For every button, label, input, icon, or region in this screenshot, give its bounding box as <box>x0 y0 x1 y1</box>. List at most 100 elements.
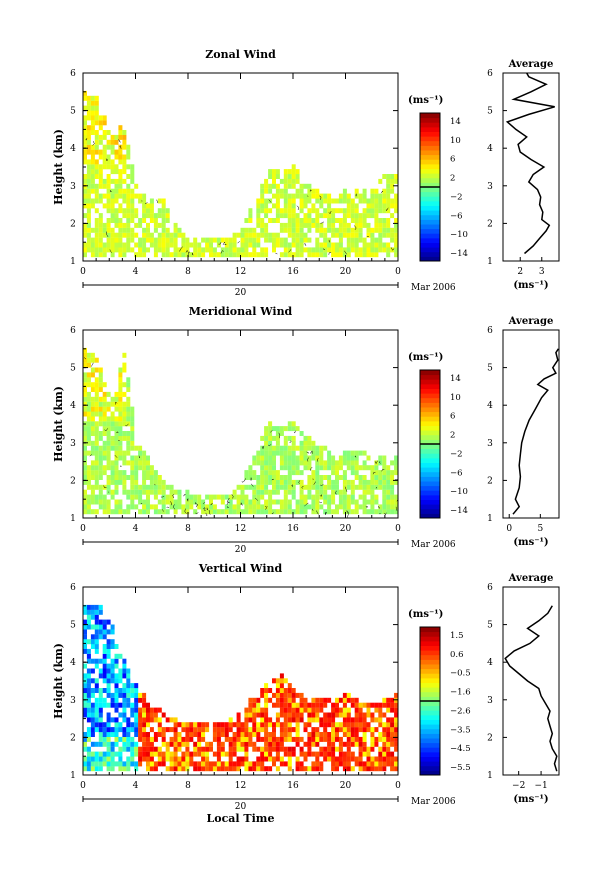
heatmap-cell <box>279 761 284 767</box>
heatmap-cell <box>232 751 237 757</box>
heatmap-cell <box>102 658 107 664</box>
heatmap-cell <box>122 382 127 388</box>
heatmap-cell <box>90 115 95 121</box>
heatmap-cell <box>307 707 312 713</box>
heatmap-cell <box>185 252 190 258</box>
heatmap-cell <box>272 465 276 471</box>
heatmap-cell <box>130 465 135 471</box>
heatmap-cell <box>382 732 387 737</box>
heatmap-cell <box>106 431 111 436</box>
heatmap-cell <box>307 746 312 752</box>
heatmap-cell <box>299 222 304 228</box>
heatmap-cell <box>287 736 292 742</box>
heatmap-cell <box>193 509 198 515</box>
heatmap-cell <box>319 203 324 209</box>
heatmap-cell <box>98 232 103 238</box>
heatmap-cell <box>90 203 95 209</box>
heatmap-cell <box>291 465 296 471</box>
heatmap-cell <box>386 707 391 713</box>
y-tick-label: 5 <box>70 364 76 374</box>
heatmap-cell <box>374 237 379 243</box>
heatmap-cell <box>354 252 359 258</box>
heatmap-cell <box>83 435 87 441</box>
heatmap-cell <box>102 193 107 199</box>
heatmap-cell <box>275 722 280 728</box>
heatmap-cell <box>142 707 147 713</box>
contour-segment <box>379 461 381 464</box>
heatmap-cell <box>142 717 147 723</box>
heatmap-cell <box>118 134 123 140</box>
heatmap-cell <box>366 509 371 515</box>
heatmap-cell <box>177 766 182 772</box>
heatmap-cell <box>86 411 91 417</box>
contour-segment <box>296 205 299 211</box>
heatmap-cell <box>335 198 339 204</box>
heatmap-cell <box>350 237 355 243</box>
heatmap-cell <box>354 247 359 253</box>
average-x-label: (ms⁻¹) <box>513 537 548 548</box>
heatmap-cell <box>291 746 296 752</box>
heatmap-cell <box>86 431 91 436</box>
heatmap-cell <box>94 609 99 615</box>
heatmap-cell <box>138 450 143 456</box>
heatmap-cell <box>374 188 379 194</box>
heatmap-cell <box>224 242 229 248</box>
heatmap-cell <box>153 766 158 772</box>
heatmap-cell <box>138 756 143 762</box>
heatmap-cell <box>370 475 375 480</box>
heatmap-cell <box>303 450 308 456</box>
heatmap-cell <box>122 479 127 485</box>
heatmap-cell <box>169 494 174 500</box>
heatmap-cell <box>165 766 170 772</box>
heatmap-cell <box>134 455 139 461</box>
heatmap-cell <box>260 509 265 515</box>
heatmap-cell <box>362 193 367 199</box>
heatmap-cell <box>390 188 395 194</box>
heatmap-cell <box>260 227 265 233</box>
heatmap-cell <box>165 494 170 500</box>
heatmap-cell <box>130 702 135 708</box>
heatmap-cell <box>169 489 174 495</box>
heatmap-cell <box>311 509 316 515</box>
heatmap-cell <box>386 761 391 767</box>
heatmap-cell <box>248 707 253 713</box>
heatmap-cell <box>354 218 359 223</box>
heatmap-cell <box>110 242 115 248</box>
heatmap-cell <box>142 736 147 742</box>
heatmap-cell <box>83 387 87 392</box>
heatmap-cell <box>83 144 87 150</box>
heatmap-cell <box>311 440 316 446</box>
average-x-label: (ms⁻¹) <box>513 280 548 291</box>
heatmap-cell <box>90 475 95 480</box>
heatmap-cell <box>275 756 280 762</box>
average-x-label: (ms⁻¹) <box>513 794 548 805</box>
heatmap-cell <box>157 761 162 767</box>
colorbar-swatch <box>420 714 440 720</box>
heatmap-cell <box>130 499 135 505</box>
heatmap-cell <box>98 169 103 175</box>
heatmap-cell <box>303 751 308 757</box>
heatmap-cell <box>378 237 383 243</box>
heatmap-cell <box>90 756 95 762</box>
heatmap-cell <box>106 722 111 728</box>
heatmap-cell <box>264 484 269 490</box>
heatmap-cell <box>90 174 95 179</box>
heatmap-cell <box>295 702 300 708</box>
heatmap-cell <box>272 426 276 432</box>
heatmap-cell <box>98 732 103 737</box>
heatmap-cell <box>130 736 135 742</box>
heatmap-cell <box>350 247 355 253</box>
y-tick-label: 2 <box>70 733 76 743</box>
heatmap-cell <box>331 761 336 767</box>
heatmap-cell <box>110 692 115 698</box>
heatmap-cell <box>134 242 139 248</box>
heatmap-cell <box>86 499 91 505</box>
heatmap-cell <box>106 648 111 654</box>
heatmap-cell <box>98 761 103 767</box>
heatmap-cell <box>212 736 217 742</box>
colorbar-swatch <box>420 761 440 767</box>
heatmap-cell <box>291 169 296 175</box>
colorbar-swatch <box>420 677 440 683</box>
heatmap-cell <box>240 509 245 515</box>
heatmap-cell <box>346 766 351 772</box>
